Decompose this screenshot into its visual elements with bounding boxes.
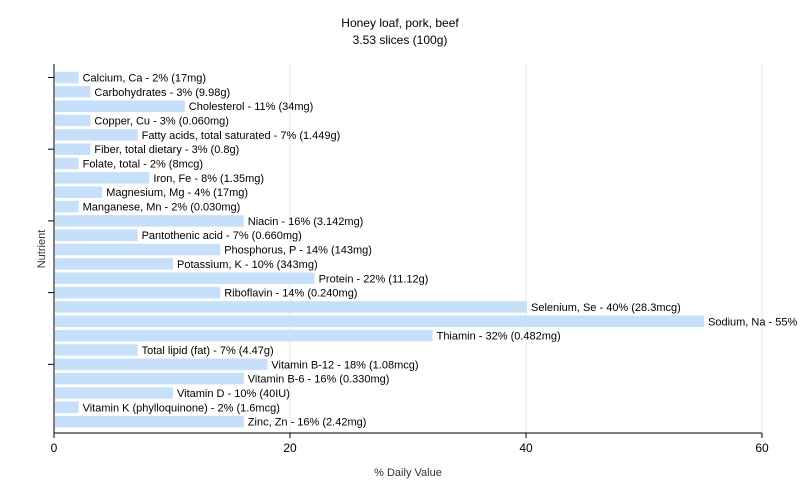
bar [55, 100, 185, 112]
data-label: Pantothenic acid - 7% (0.660mg) [142, 230, 302, 242]
bar [55, 71, 79, 84]
data-label: Cholesterol - 11% (34mg) [189, 101, 314, 113]
bar [55, 329, 433, 342]
data-label: Niacin - 16% (3.142mg) [248, 216, 364, 228]
bar [55, 344, 138, 356]
bar [55, 315, 704, 328]
data-label: Magnesium, Mg - 4% (17mg) [106, 187, 248, 199]
data-label: Vitamin B-6 - 16% (0.330mg) [248, 374, 390, 386]
bar [55, 215, 244, 227]
data-label: Total lipid (fat) - 7% (4.47g) [142, 345, 274, 357]
bar [55, 129, 138, 141]
data-label: Potassium, K - 10% (343mg) [177, 259, 318, 271]
bar [55, 186, 103, 198]
data-label: Sodium, Na - 55% (1320mg) [708, 316, 800, 328]
bar [55, 114, 91, 127]
bar [55, 272, 315, 285]
data-label: Vitamin K (phylloquinone) - 2% (1.6mcg) [83, 402, 280, 414]
data-label: Vitamin B-12 - 18% (1.08mcg) [271, 359, 418, 371]
gridlines [289, 64, 763, 433]
bar [55, 401, 79, 414]
bar [55, 143, 91, 155]
data-label: Fiber, total dietary - 3% (0.8g) [94, 144, 239, 156]
data-label: Phosphorus, P - 14% (143mg) [224, 245, 372, 257]
x-tick-label: 0 [51, 441, 58, 455]
data-label: Zinc, Zn - 16% (2.42mg) [248, 417, 367, 429]
y-axis-label: Nutrient [36, 230, 48, 269]
data-label: Thiamin - 32% (0.482mg) [437, 331, 561, 343]
bar [55, 229, 138, 241]
data-label: Selenium, Se - 40% (28.3mcg) [531, 302, 681, 314]
data-label: Calcium, Ca - 2% (17mg) [83, 73, 206, 85]
bars: Calcium, Ca - 2% (17mg) Carbohydrates - 3… [55, 71, 800, 429]
bar [55, 415, 244, 428]
bar [55, 86, 91, 98]
bar [55, 372, 244, 385]
bar [55, 157, 79, 170]
data-label: Protein - 22% (11.12g) [319, 273, 429, 285]
data-label: Copper, Cu - 3% (0.060mg) [94, 116, 229, 128]
data-label: Carbohydrates - 3% (9.98g) [94, 87, 230, 99]
data-label: Fatty acids, total saturated - 7% (1.449… [142, 130, 341, 142]
data-label: Folate, total - 2% (8mcg) [83, 159, 203, 171]
bar [55, 243, 221, 256]
x-axis-label: % Daily Value [374, 467, 442, 479]
data-label: Manganese, Mn - 2% (0.030mg) [83, 202, 241, 214]
bar [55, 200, 79, 213]
bar [55, 172, 150, 184]
data-label: Vitamin D - 10% (40IU) [177, 388, 290, 400]
bar [55, 387, 173, 399]
x-tick-label: 60 [755, 441, 769, 455]
data-label: Iron, Fe - 8% (1.35mg) [153, 173, 264, 185]
x-tick-label: 40 [519, 441, 533, 455]
bar [55, 358, 268, 371]
bar [55, 258, 173, 270]
axes: 0 20 40 60 [48, 64, 769, 455]
chart-subtitle: 3.53 slices (100g) [352, 33, 448, 47]
bar [55, 301, 527, 313]
bar [55, 286, 221, 299]
chart-title: Honey loaf, pork, beef [341, 16, 459, 30]
data-label: Riboflavin - 14% (0.240mg) [224, 288, 357, 300]
x-tick-label: 20 [283, 441, 297, 455]
